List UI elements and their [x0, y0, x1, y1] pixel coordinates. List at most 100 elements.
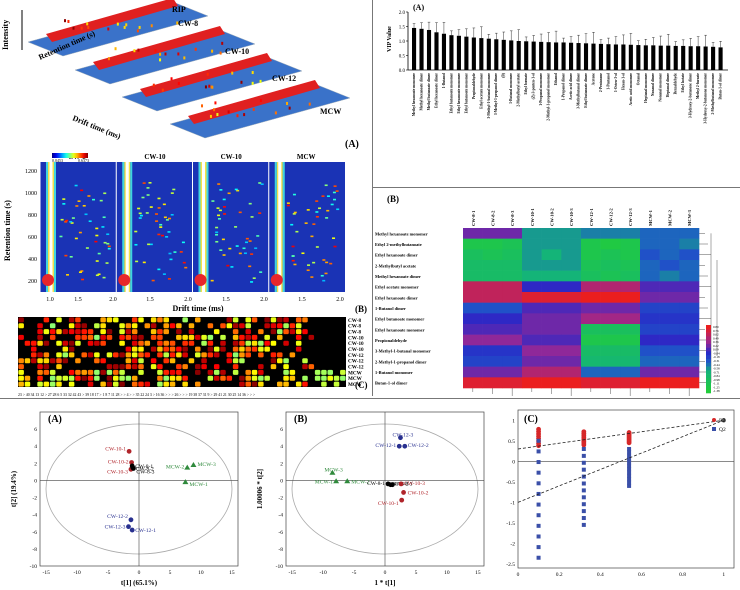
fingerprint-cell: [264, 334, 270, 340]
vip-compound-label: Acetone: [591, 73, 595, 86]
colorbar-tick-label: -1.11: [713, 382, 720, 386]
fingerprint-cell: [125, 375, 132, 381]
signal-spot: [173, 251, 177, 253]
heatmap-cell: [463, 334, 483, 346]
fingerprint-cell: [68, 369, 75, 375]
heatmap-cell: [620, 345, 641, 357]
fingerprint-cell: [295, 346, 302, 352]
fingerprint-cell: [138, 346, 144, 352]
fingerprint-cell: [333, 340, 340, 346]
fingerprint-cell: [31, 364, 37, 370]
fingerprint-cell: [106, 346, 113, 352]
sample-label: CW-12-1: [375, 443, 396, 449]
heatmap-cell: [561, 228, 582, 239]
signal-spot: [312, 223, 316, 225]
fingerprint-cell: [226, 329, 233, 335]
q2-marker: [581, 488, 586, 493]
signal-spot: [217, 183, 221, 185]
spectrum-peak: [133, 49, 136, 53]
fingerprint-cell: [150, 317, 157, 323]
y-tick-label: -2: [510, 541, 515, 547]
heatmap-cell: [600, 238, 621, 250]
vip-compound-label: 3-Methyl-1-butanol monomer: [487, 73, 491, 119]
q2-marker: [536, 513, 541, 518]
fingerprint-cell: [163, 329, 169, 335]
sample-marker: [401, 490, 406, 495]
fingerprint-cell: [31, 334, 37, 340]
signal-spot: [286, 202, 290, 204]
signal-spot: [291, 245, 295, 248]
fingerprint-cell: [144, 340, 151, 346]
fingerprint-cell: [226, 369, 233, 375]
fingerprint-cell: [176, 329, 182, 335]
fingerprint-cell: [138, 375, 144, 381]
fingerprint-cell: [314, 329, 321, 335]
colorbar-tick-label: 0.76: [713, 329, 719, 333]
signal-spot: [149, 206, 153, 208]
spectrum-peak: [274, 111, 277, 115]
fingerprint-cell: [321, 317, 327, 323]
sample-label: CW-8-1: [367, 481, 385, 487]
y-tick-label: 1000: [25, 191, 37, 197]
fingerprint-cell: [131, 340, 138, 346]
signal-spot: [215, 233, 219, 236]
signal-spot: [77, 200, 81, 202]
heatmap-cell: [581, 334, 601, 346]
q2-marker: [536, 438, 541, 443]
fingerprint-cell: [239, 340, 245, 346]
fingerprint-cell: [321, 352, 327, 358]
heatmap-cell: [600, 270, 621, 282]
signal-spot: [227, 192, 231, 195]
fingerprint-cell: [62, 323, 69, 329]
fingerprint-cell: [264, 346, 270, 352]
fingerprint-cell: [100, 317, 106, 323]
signal-spot: [95, 274, 99, 277]
signal-spot: [85, 247, 89, 249]
r2-marker: [626, 430, 632, 435]
fingerprint-cell: [62, 381, 69, 387]
fingerprint-cell: [169, 317, 176, 323]
rip-ridge: [188, 80, 320, 124]
sample-label: CW-10-1: [105, 446, 126, 452]
sample-label: CW-12-3: [392, 433, 413, 439]
fingerprint-cell: [24, 358, 31, 364]
fingerprint-cell: [213, 317, 220, 323]
fingerprint-cell: [295, 369, 302, 375]
y-tick-label: 2: [34, 461, 37, 467]
fingerprint-cell: [106, 329, 113, 335]
r2-marker: [536, 426, 541, 432]
fingerprint-cell: [302, 323, 308, 329]
fingerprint-cell: [195, 334, 201, 340]
fingerprint-cell: [289, 346, 296, 352]
vip-bar: [643, 45, 648, 70]
fingerprint-cell: [131, 346, 138, 352]
colorbar-segment: [706, 389, 711, 394]
heatmap-column-label: CW-10-3: [569, 208, 574, 226]
heatmap-cell: [463, 324, 483, 335]
heatmap-cell: [659, 324, 680, 335]
fingerprint-cell: [308, 323, 315, 329]
signal-spot: [248, 265, 252, 268]
heatmap-cell: [659, 249, 680, 261]
fingerprint-cell: [333, 334, 340, 340]
fingerprint-cell: [188, 369, 195, 375]
fingerprint-cell: [270, 317, 277, 323]
x-tick-label: 5: [169, 570, 172, 576]
fingerprint-cell: [37, 358, 43, 364]
fingerprint-cell: [81, 369, 87, 375]
fingerprint-cell: [131, 381, 138, 387]
colorbar-tick-label: -0.44: [713, 363, 720, 367]
heatmap-cell: [581, 366, 601, 378]
spectrum-peak: [67, 19, 70, 23]
signal-spot: [66, 274, 70, 276]
fingerprint-cell: [24, 375, 31, 381]
fingerprint-cell: [163, 352, 169, 358]
heatmap-cell: [463, 281, 483, 293]
heatmap-cell: [541, 324, 562, 335]
fingerprint-cell: [220, 364, 226, 370]
fingerprint-cell: [245, 358, 251, 364]
spectrum-peak: [177, 52, 180, 56]
fingerprint-cell: [100, 352, 106, 358]
q2-marker: [536, 502, 541, 507]
spectrum-peak: [107, 27, 110, 31]
